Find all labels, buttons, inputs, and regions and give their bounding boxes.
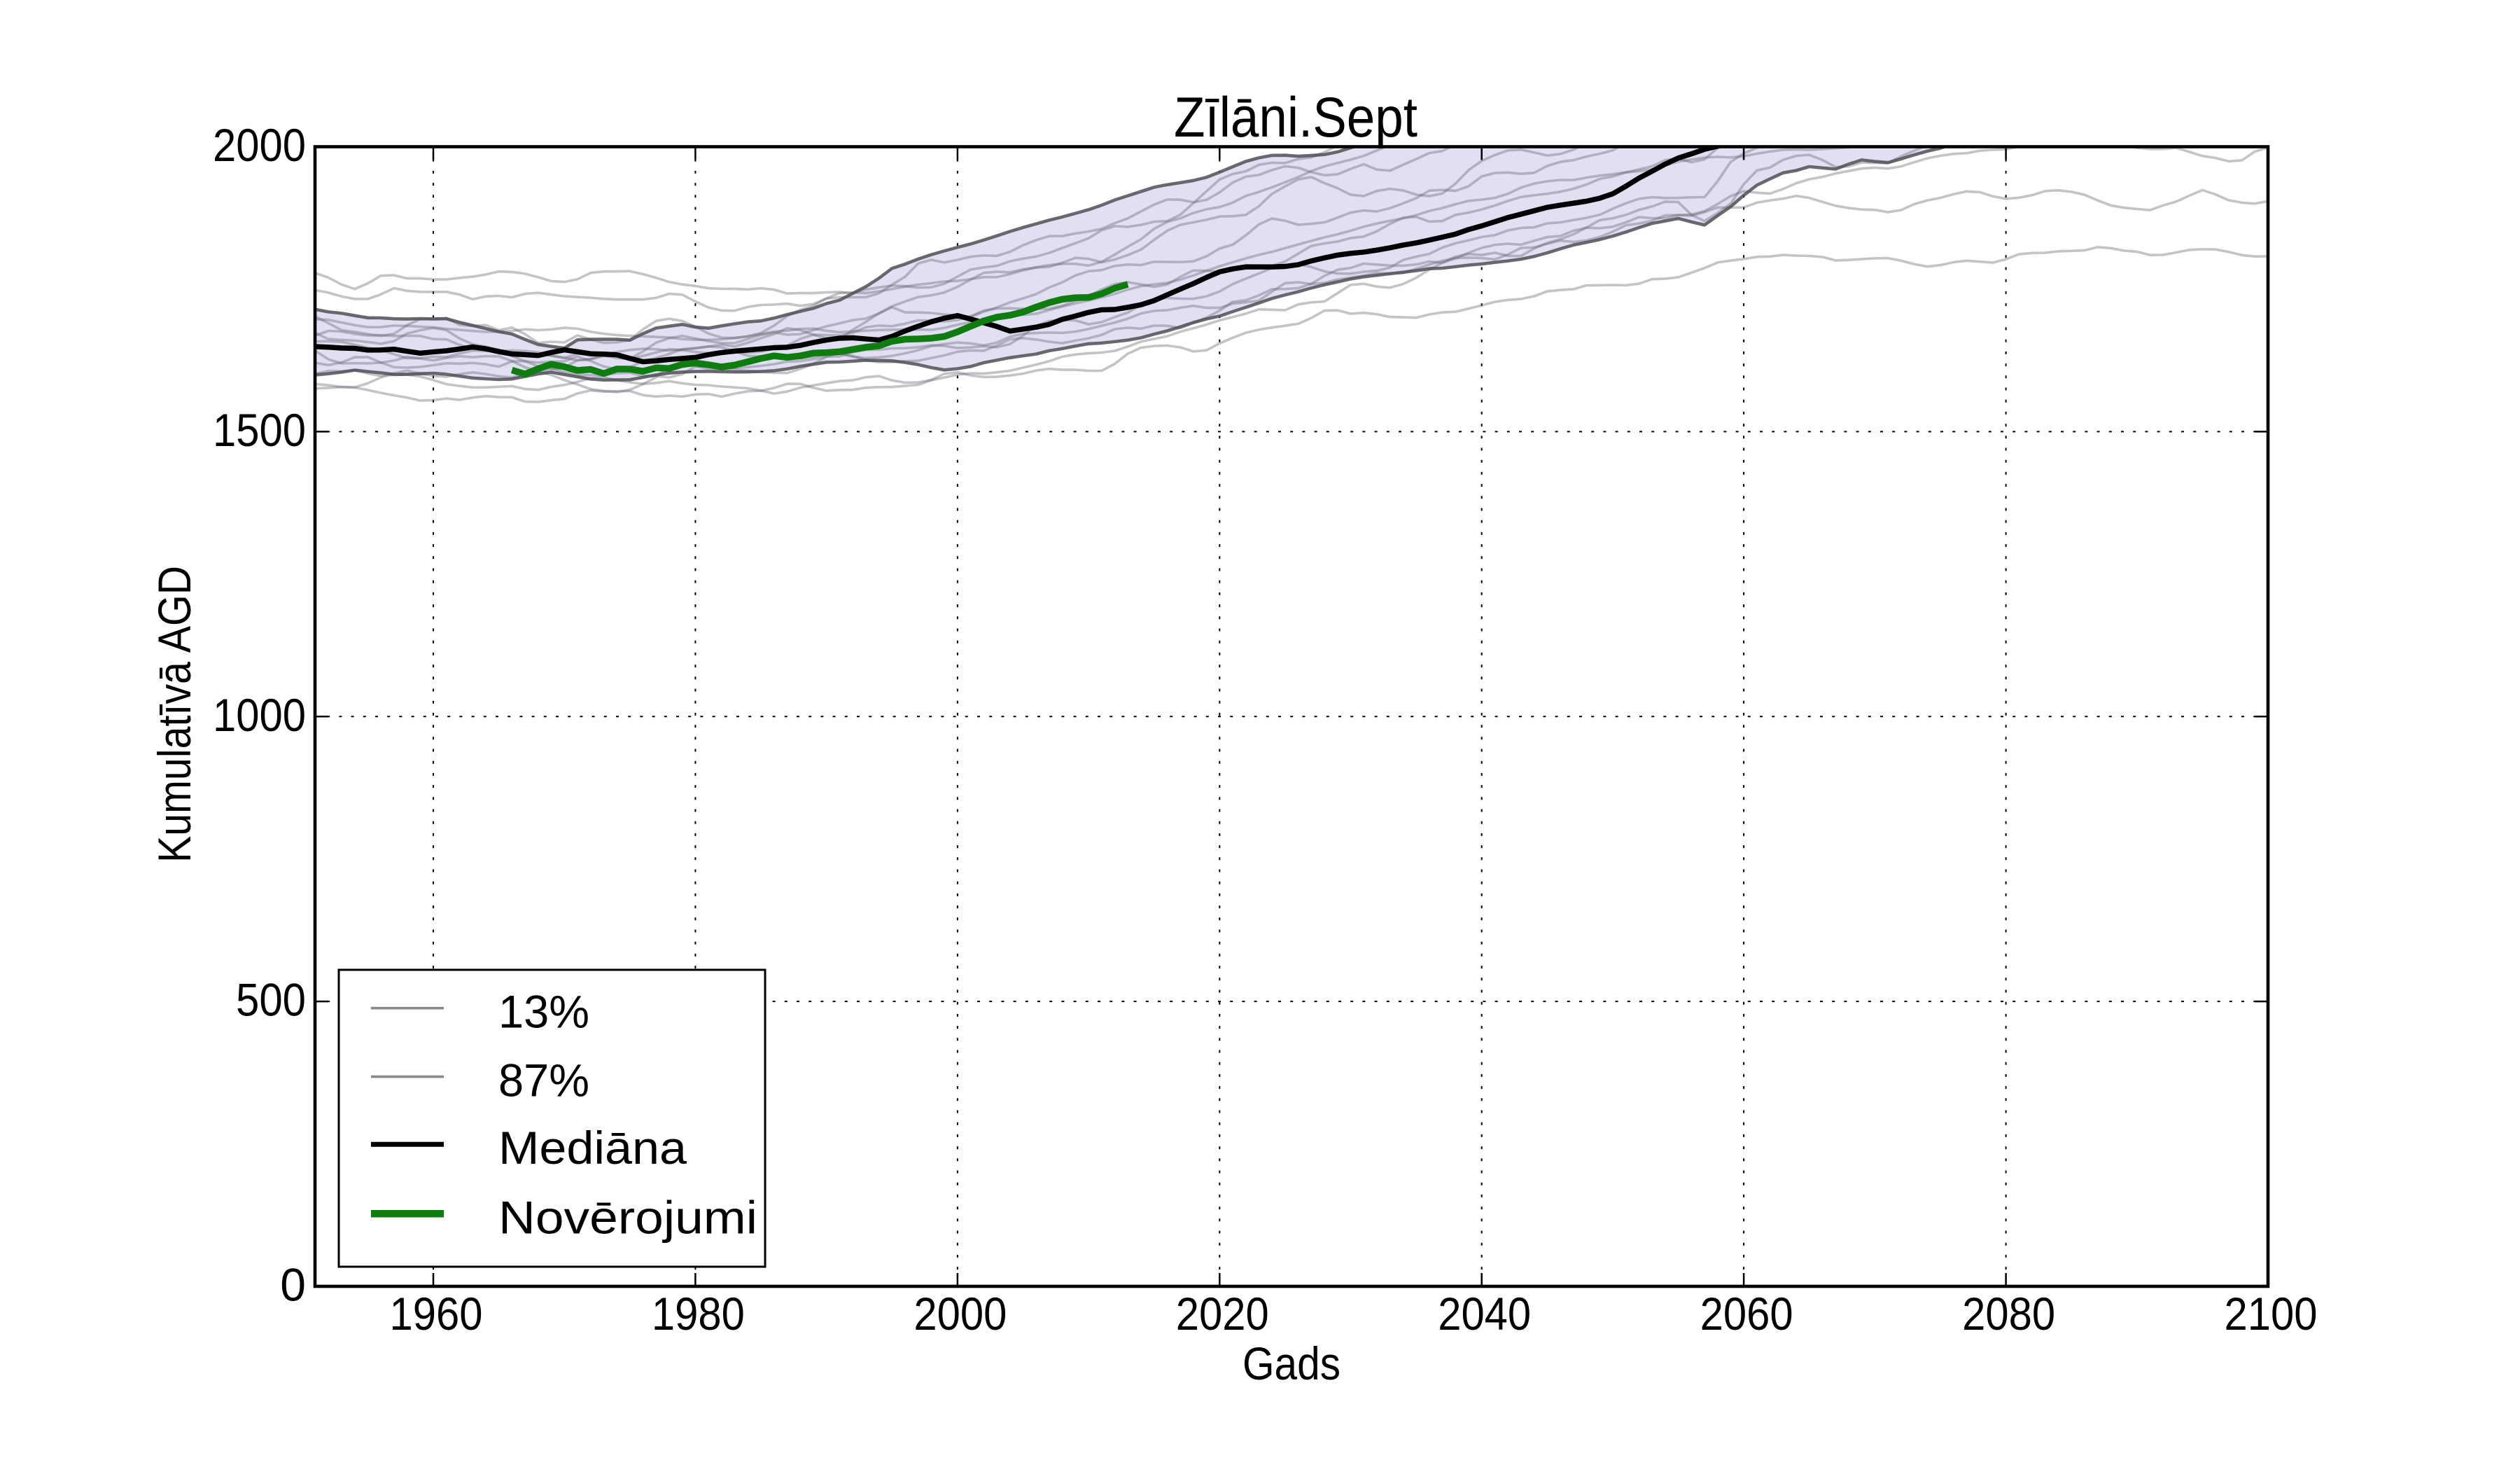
svg-text:2100: 2100: [2225, 1288, 2318, 1340]
svg-text:87%: 87%: [498, 1055, 589, 1106]
svg-text:Kumulatīvā AGD: Kumulatīvā AGD: [148, 566, 200, 863]
svg-text:0: 0: [280, 1259, 306, 1311]
svg-text:2080: 2080: [1962, 1288, 2055, 1340]
svg-text:2040: 2040: [1438, 1288, 1531, 1340]
svg-text:2020: 2020: [1176, 1288, 1269, 1340]
svg-text:Zīlāni.Sept: Zīlāni.Sept: [1174, 86, 1418, 149]
svg-text:1980: 1980: [652, 1288, 745, 1340]
svg-text:2000: 2000: [913, 1288, 1007, 1340]
svg-text:1000: 1000: [213, 689, 306, 741]
svg-text:Gads: Gads: [1242, 1337, 1340, 1389]
svg-text:Novērojumi: Novērojumi: [498, 1191, 757, 1243]
svg-text:2060: 2060: [1700, 1288, 1793, 1340]
svg-text:2000: 2000: [213, 119, 306, 171]
svg-text:1960: 1960: [390, 1288, 483, 1340]
svg-text:Mediāna: Mediāna: [498, 1122, 687, 1174]
svg-text:1500: 1500: [213, 404, 306, 456]
svg-text:500: 500: [236, 974, 306, 1026]
svg-text:13%: 13%: [498, 986, 589, 1038]
